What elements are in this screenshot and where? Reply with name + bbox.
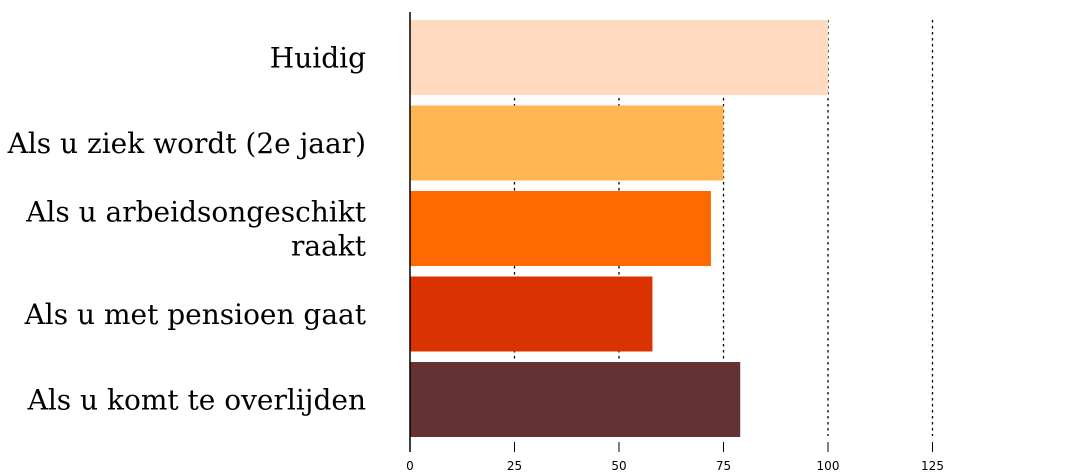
x-axis-ticks: 0 25 50 75 100 125 xyxy=(406,442,944,473)
category-label-1: Als u ziek wordt (2e jaar) xyxy=(7,127,366,160)
bar-1 xyxy=(410,105,724,181)
tick-label-0: 0 xyxy=(406,459,414,473)
tick-label-100: 100 xyxy=(817,459,840,473)
bar-4 xyxy=(410,362,741,437)
category-label-2-line-0: Als u arbeidsongeschikt xyxy=(25,196,367,229)
tick-label-125: 125 xyxy=(921,459,944,473)
bar-0 xyxy=(410,20,828,95)
bars xyxy=(410,20,828,437)
tick-label-50: 50 xyxy=(611,459,626,473)
bar-2 xyxy=(410,191,711,266)
tick-label-25: 25 xyxy=(507,459,522,473)
category-labels: Huidig Als u ziek wordt (2e jaar) Als u ar… xyxy=(7,42,367,417)
bar-3 xyxy=(410,276,653,352)
tick-label-75: 75 xyxy=(716,459,731,473)
category-label-0: Huidig xyxy=(270,42,366,75)
category-label-4: Als u komt te overlijden xyxy=(27,384,366,417)
category-label-3: Als u met pensioen gaat xyxy=(24,298,367,331)
category-label-2-line-1: raakt xyxy=(291,230,367,263)
